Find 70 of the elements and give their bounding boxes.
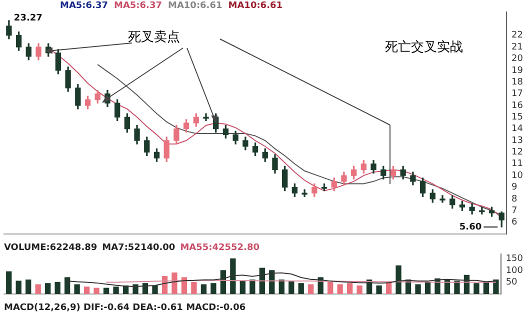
bar	[172, 272, 178, 294]
bar	[26, 280, 32, 294]
bar	[308, 284, 314, 294]
text: MA5:6.37	[114, 1, 162, 11]
bar	[337, 284, 343, 294]
bar	[45, 283, 51, 294]
y-tick-label: 100	[506, 266, 524, 276]
y-tick-label: 11	[512, 159, 523, 170]
bar	[103, 288, 110, 294]
text: MA7:52140.00	[102, 243, 176, 253]
bar	[6, 271, 12, 294]
bar	[200, 284, 207, 294]
bar	[454, 280, 460, 294]
annotation: 死亡交叉实战	[385, 39, 463, 56]
bar	[230, 258, 236, 294]
bar	[298, 283, 304, 294]
y-tick-label: 10	[512, 170, 524, 181]
y-tick-label: 14	[512, 124, 524, 134]
y-tick-label: 20	[512, 54, 524, 64]
bar	[74, 284, 80, 294]
y-tick-label: 7	[512, 206, 518, 216]
y-tick-label: 13	[512, 136, 523, 146]
bar	[356, 285, 362, 294]
text: MA55:42552.80	[180, 243, 260, 253]
y-tick-label: 9	[512, 182, 518, 193]
y-tick-label: 8	[512, 194, 518, 204]
y-tick-label: 18	[512, 77, 524, 88]
bar	[424, 282, 431, 294]
bar	[210, 283, 216, 294]
bar	[191, 282, 197, 294]
bar	[152, 285, 158, 294]
bar	[94, 288, 100, 294]
bar	[84, 286, 90, 294]
y-tick-label: 22	[512, 30, 523, 41]
annotation: 23.27	[14, 13, 42, 24]
bar	[64, 277, 70, 294]
bar	[54, 282, 60, 294]
bar	[376, 285, 382, 294]
bar	[269, 270, 275, 294]
y-tick-label: 50	[506, 278, 518, 288]
y-tick-label: 17	[512, 89, 523, 100]
bar	[328, 282, 334, 294]
text: VOLUME:62248.89	[4, 243, 98, 253]
bar	[181, 277, 188, 294]
bar	[278, 280, 284, 294]
annotation: 死叉卖点	[128, 29, 180, 46]
y-tick-label: 16	[512, 100, 524, 111]
y-tick-label: 15	[512, 112, 523, 122]
bar	[396, 265, 402, 294]
bar	[474, 283, 480, 294]
bar	[35, 284, 41, 294]
y-tick-label: 21	[512, 42, 523, 52]
y-tick-label: 150	[506, 254, 524, 264]
bar	[16, 280, 22, 294]
y-tick-label: 19	[512, 66, 524, 76]
bar	[415, 284, 421, 294]
text: MACD(12,26,9) DIF:-0.64 DEA:-0.61 MACD:-0.06	[4, 303, 246, 313]
y-tick-label: 12	[512, 148, 523, 158]
annotation: 5.60	[459, 222, 482, 232]
bar	[250, 280, 256, 294]
bar	[493, 280, 499, 294]
bar	[346, 283, 353, 294]
text: MA5:6.37	[60, 1, 108, 11]
bar	[483, 282, 490, 294]
bar	[113, 286, 119, 294]
text: MA10:6.61	[168, 1, 222, 11]
y-tick-label: 6	[512, 218, 518, 228]
bar	[240, 280, 246, 294]
text: MA10:6.61	[228, 1, 283, 11]
bar	[288, 280, 294, 294]
